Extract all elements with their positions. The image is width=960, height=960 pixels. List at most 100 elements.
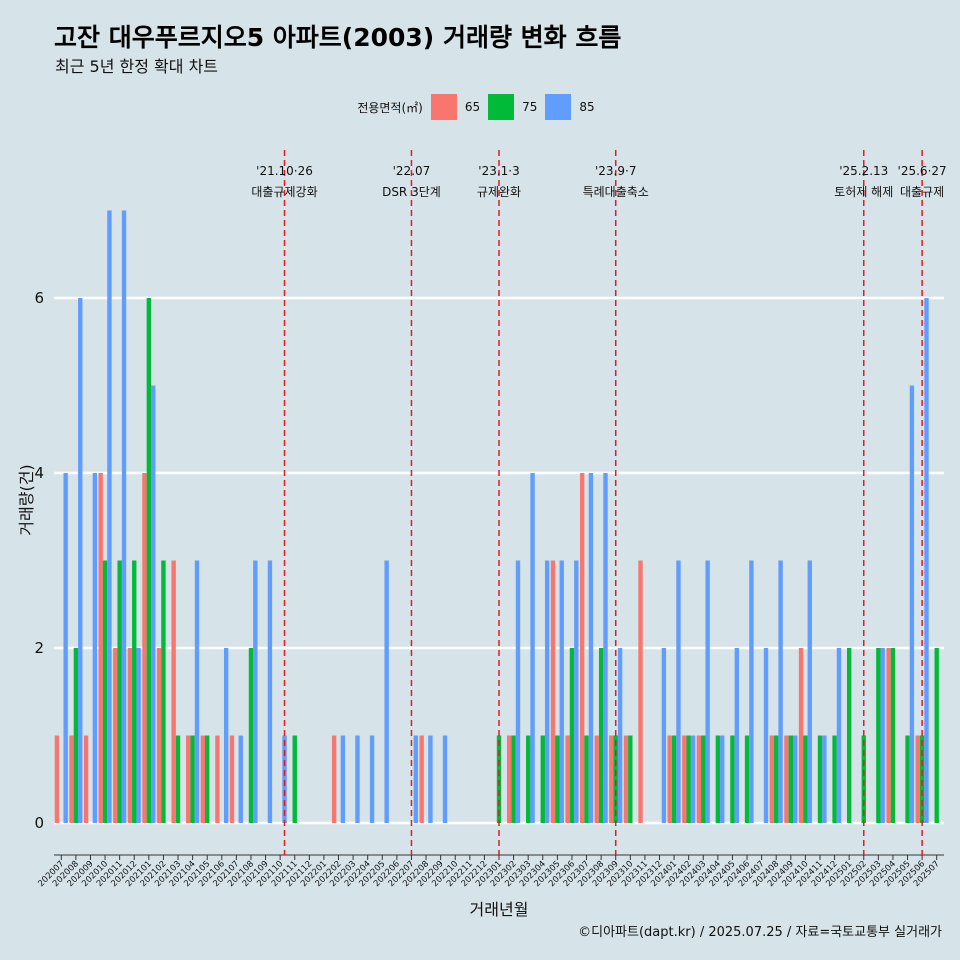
bar-75-202305 xyxy=(555,735,560,823)
bar-85-202401 xyxy=(676,560,681,823)
bar-85-202503 xyxy=(880,648,885,823)
bar-65-202106 xyxy=(215,735,220,823)
bar-75-202409 xyxy=(788,735,793,823)
event-label-3: 특례대출축소 xyxy=(583,185,649,199)
bar-65-202306 xyxy=(565,735,570,823)
legend-swatch-75 xyxy=(488,94,515,120)
bar-75-202411 xyxy=(817,735,823,823)
bar-75-202401 xyxy=(671,735,677,823)
event-label-2: 규제완화 xyxy=(477,185,521,199)
bar-85-202207 xyxy=(413,735,419,823)
bar-85-202410 xyxy=(807,560,812,823)
bar-85-202202 xyxy=(340,735,346,823)
legend-item-75: 75 xyxy=(488,94,537,120)
bar-85-202305 xyxy=(559,560,564,823)
bar-85-202409 xyxy=(792,735,798,823)
bar-65-202305 xyxy=(550,560,556,823)
bar-75-202408 xyxy=(774,735,779,823)
event-date-2: '23.1·3 xyxy=(478,164,519,178)
bar-85-202009 xyxy=(92,473,98,823)
bar-75-202410 xyxy=(803,735,808,823)
y-tick-label-6: 6 xyxy=(34,289,44,307)
event-label-4: 토허제 해제 xyxy=(834,185,893,199)
legend-item-85: 85 xyxy=(545,94,595,120)
bar-75-202505 xyxy=(905,735,910,823)
bar-85-202101 xyxy=(151,385,156,823)
bar-85-202307 xyxy=(588,473,594,823)
bar-65-202208 xyxy=(419,735,424,823)
bar-65-202311 xyxy=(638,560,643,823)
bar-85-202406 xyxy=(749,560,754,823)
bar-85-202110 xyxy=(282,735,287,823)
bar-85-202306 xyxy=(574,560,579,823)
page-subtitle: 최근 5년 한정 확대 차트 xyxy=(55,57,219,76)
bar-85-202408 xyxy=(778,560,783,823)
event-date-3: '23.9·7 xyxy=(595,164,636,178)
bar-85-202412 xyxy=(836,648,842,823)
bar-85-202309 xyxy=(617,648,623,823)
bar-75-202507 xyxy=(934,648,939,823)
bar-75-202101 xyxy=(146,298,152,823)
bar-75-202302 xyxy=(511,735,516,823)
event-date-4: '25.2.13 xyxy=(839,164,888,178)
bar-85-202402 xyxy=(690,735,696,823)
bar-65-202307 xyxy=(579,473,585,823)
y-tick-label-0: 0 xyxy=(34,814,44,832)
event-date-5: '25.6·27 xyxy=(898,164,947,178)
bar-75-202010 xyxy=(102,560,108,823)
event-label-5: 대출규제 xyxy=(900,185,944,199)
bar-85-202108 xyxy=(253,560,258,823)
bar-65-202011 xyxy=(113,648,118,823)
bar-85-202008 xyxy=(78,298,83,823)
bar-75-202403 xyxy=(701,735,706,823)
source-caption: ©디아파트(dapt.kr) / 2025.07.25 / 자료=국토교통부 실… xyxy=(578,925,942,940)
bar-85-202411 xyxy=(822,735,827,823)
bar-85-202204 xyxy=(369,735,375,823)
bar-65-202410 xyxy=(798,648,804,823)
bar-75-202406 xyxy=(744,735,750,823)
bar-75-202304 xyxy=(540,735,545,823)
bar-85-202107 xyxy=(238,735,243,823)
bar-65-202308 xyxy=(594,735,599,823)
bar-65-202202 xyxy=(331,735,337,823)
bar-65-202101 xyxy=(142,473,147,823)
bar-65-202102 xyxy=(156,648,162,823)
bar-65-202401 xyxy=(667,735,672,823)
bar-75-202306 xyxy=(569,648,575,823)
bar-85-202303 xyxy=(530,473,535,823)
bar-85-202403 xyxy=(705,560,710,823)
legend-label-85: 85 xyxy=(579,100,595,114)
bar-75-202502 xyxy=(861,735,866,823)
bar-75-202105 xyxy=(205,735,210,823)
bar-75-202504 xyxy=(890,648,896,823)
bar-75-202402 xyxy=(686,735,691,823)
bar-85-202312 xyxy=(661,648,667,823)
bar-65-202012 xyxy=(127,648,133,823)
bar-75-202111 xyxy=(292,735,297,823)
bar-85-202011 xyxy=(121,210,127,823)
bar-85-202203 xyxy=(355,735,360,823)
y-axis-title: 거래량(건) xyxy=(17,464,36,535)
bar-85-202308 xyxy=(603,473,608,823)
bar-85-202404 xyxy=(720,735,725,823)
bar-85-202208 xyxy=(428,735,433,823)
legend-item-65: 65 xyxy=(430,94,480,120)
bar-75-202310 xyxy=(628,735,633,823)
bar-65-202403 xyxy=(696,735,702,823)
bar-75-202102 xyxy=(161,560,166,823)
bar-75-202309 xyxy=(613,735,618,823)
bar-85-202109 xyxy=(267,560,273,823)
bar-85-202302 xyxy=(515,560,521,823)
legend-title: 전용면적(㎡) xyxy=(357,100,423,115)
legend-swatch-85 xyxy=(545,94,572,120)
bar-75-202506 xyxy=(919,735,925,823)
bar-75-202103 xyxy=(175,735,181,823)
bar-75-202501 xyxy=(846,648,852,823)
x-axis-title: 거래년월 xyxy=(470,900,529,919)
legend-label-75: 75 xyxy=(522,100,538,114)
bar-75-202303 xyxy=(525,735,531,823)
bar-65-202310 xyxy=(623,735,629,823)
bar-65-202105 xyxy=(200,735,206,823)
bar-65-202409 xyxy=(784,735,789,823)
